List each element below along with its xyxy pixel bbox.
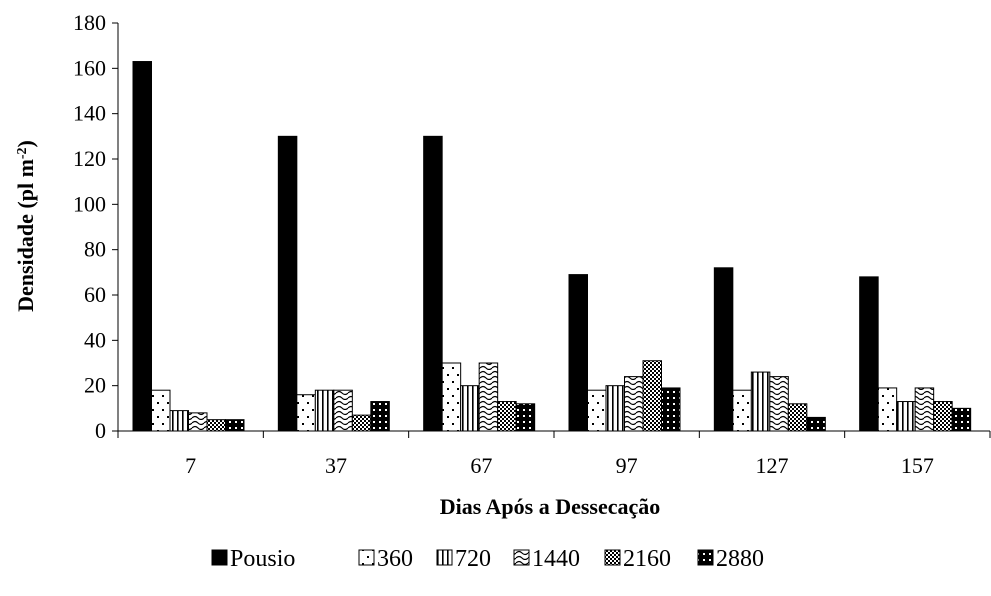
legend-label-2160: 2160 bbox=[623, 546, 671, 572]
bar-pousio-67 bbox=[423, 135, 443, 432]
legend-swatch-2880 bbox=[697, 549, 714, 566]
bar-2160-7 bbox=[206, 419, 226, 432]
bar-2160-97 bbox=[642, 360, 662, 432]
bar-360-97 bbox=[587, 389, 607, 432]
bar-1440-157 bbox=[914, 387, 935, 432]
bar-2160-157 bbox=[933, 401, 953, 432]
bar-2160-127 bbox=[787, 403, 808, 432]
bar-360-157 bbox=[877, 387, 898, 432]
y-tick-label: 0 bbox=[95, 418, 106, 443]
x-axis-title: Dias Após a Dessecação bbox=[440, 494, 661, 519]
bar-360-37 bbox=[296, 394, 316, 432]
y-axis-title: Densidade (pl m-2) bbox=[13, 140, 38, 312]
bar-1440-37 bbox=[333, 389, 353, 432]
bar-720-157 bbox=[896, 401, 916, 432]
bar-pousio-7 bbox=[132, 61, 152, 432]
bar-720-7 bbox=[169, 410, 189, 432]
bar-pousio-97 bbox=[568, 274, 588, 432]
legend-label-pousio: Pousio bbox=[230, 546, 295, 572]
bars bbox=[132, 61, 972, 432]
legend-label-720: 720 bbox=[455, 546, 491, 572]
y-tick-label: 20 bbox=[84, 373, 106, 398]
bar-2880-97 bbox=[661, 387, 681, 432]
x-tick-label: 127 bbox=[756, 453, 789, 478]
y-axis: 0 20 40 60 80 100 120 140 160 180 bbox=[73, 10, 119, 443]
legend-label-360: 360 bbox=[377, 546, 413, 572]
bar-720-67 bbox=[460, 385, 480, 432]
bar-1440-97 bbox=[624, 376, 644, 432]
x-tick-label: 67 bbox=[470, 453, 492, 478]
bar-720-97 bbox=[605, 385, 625, 432]
legend: Pousio 360 720 1440 2160 2880 bbox=[211, 546, 764, 572]
bar-pousio-157 bbox=[859, 276, 879, 432]
bar-1440-127 bbox=[769, 376, 789, 432]
y-tick-label: 160 bbox=[73, 55, 106, 80]
x-axis: 7 37 67 97 127 157 bbox=[117, 430, 991, 478]
y-tick-label: 40 bbox=[84, 327, 106, 352]
bar-pousio-37 bbox=[277, 135, 298, 432]
legend-swatch-720 bbox=[436, 549, 453, 566]
bar-360-67 bbox=[441, 362, 462, 432]
legend-swatch-1440 bbox=[513, 549, 530, 566]
x-tick-label: 37 bbox=[325, 453, 347, 478]
bar-2160-37 bbox=[351, 414, 372, 432]
bar-360-127 bbox=[732, 389, 752, 432]
bar-2880-7 bbox=[225, 419, 245, 432]
bar-pousio-127 bbox=[713, 267, 734, 432]
y-tick-label: 140 bbox=[73, 101, 106, 126]
bar-1440-67 bbox=[478, 362, 499, 432]
y-tick-label: 100 bbox=[73, 191, 106, 216]
legend-swatch-pousio bbox=[211, 549, 228, 566]
y-tick-label: 80 bbox=[84, 237, 106, 262]
bar-720-37 bbox=[314, 389, 335, 432]
legend-swatch-2160 bbox=[604, 549, 621, 566]
bar-2880-67 bbox=[515, 403, 536, 432]
x-tick-label: 157 bbox=[901, 453, 934, 478]
y-tick-label: 120 bbox=[73, 146, 106, 171]
bar-2880-127 bbox=[806, 416, 826, 432]
bar-360-7 bbox=[151, 389, 171, 432]
legend-label-2880: 2880 bbox=[716, 546, 764, 572]
y-tick-label: 60 bbox=[84, 282, 106, 307]
bar-1440-7 bbox=[188, 412, 208, 432]
bar-2880-157 bbox=[951, 407, 972, 432]
bar-2160-67 bbox=[497, 401, 517, 432]
bar-720-127 bbox=[750, 371, 771, 432]
x-tick-label: 7 bbox=[185, 453, 196, 478]
legend-swatch-360 bbox=[358, 549, 375, 566]
x-tick-label: 97 bbox=[616, 453, 638, 478]
legend-label-1440: 1440 bbox=[532, 546, 580, 572]
bar-2880-37 bbox=[370, 401, 390, 432]
y-tick-label: 180 bbox=[73, 10, 106, 35]
